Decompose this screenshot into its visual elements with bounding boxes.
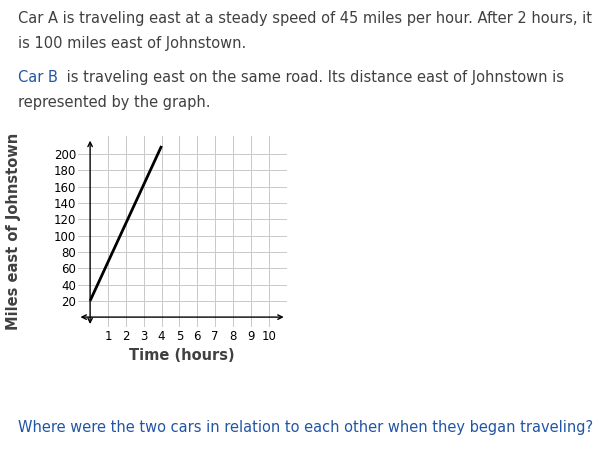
- Text: is 100 miles east of Johnstown.: is 100 miles east of Johnstown.: [18, 36, 246, 51]
- Text: Miles east of Johnstown: Miles east of Johnstown: [6, 133, 21, 330]
- X-axis label: Time (hours): Time (hours): [130, 348, 235, 363]
- Text: Car B: Car B: [18, 70, 58, 85]
- Text: represented by the graph.: represented by the graph.: [18, 95, 210, 110]
- Text: Where were the two cars in relation to each other when they began traveling?: Where were the two cars in relation to e…: [18, 420, 593, 435]
- Text: is traveling east on the same road. Its distance east of Johnstown is: is traveling east on the same road. Its …: [62, 70, 564, 85]
- Text: Car A is traveling east at a steady speed of 45 miles per hour. After 2 hours, i: Car A is traveling east at a steady spee…: [18, 11, 592, 26]
